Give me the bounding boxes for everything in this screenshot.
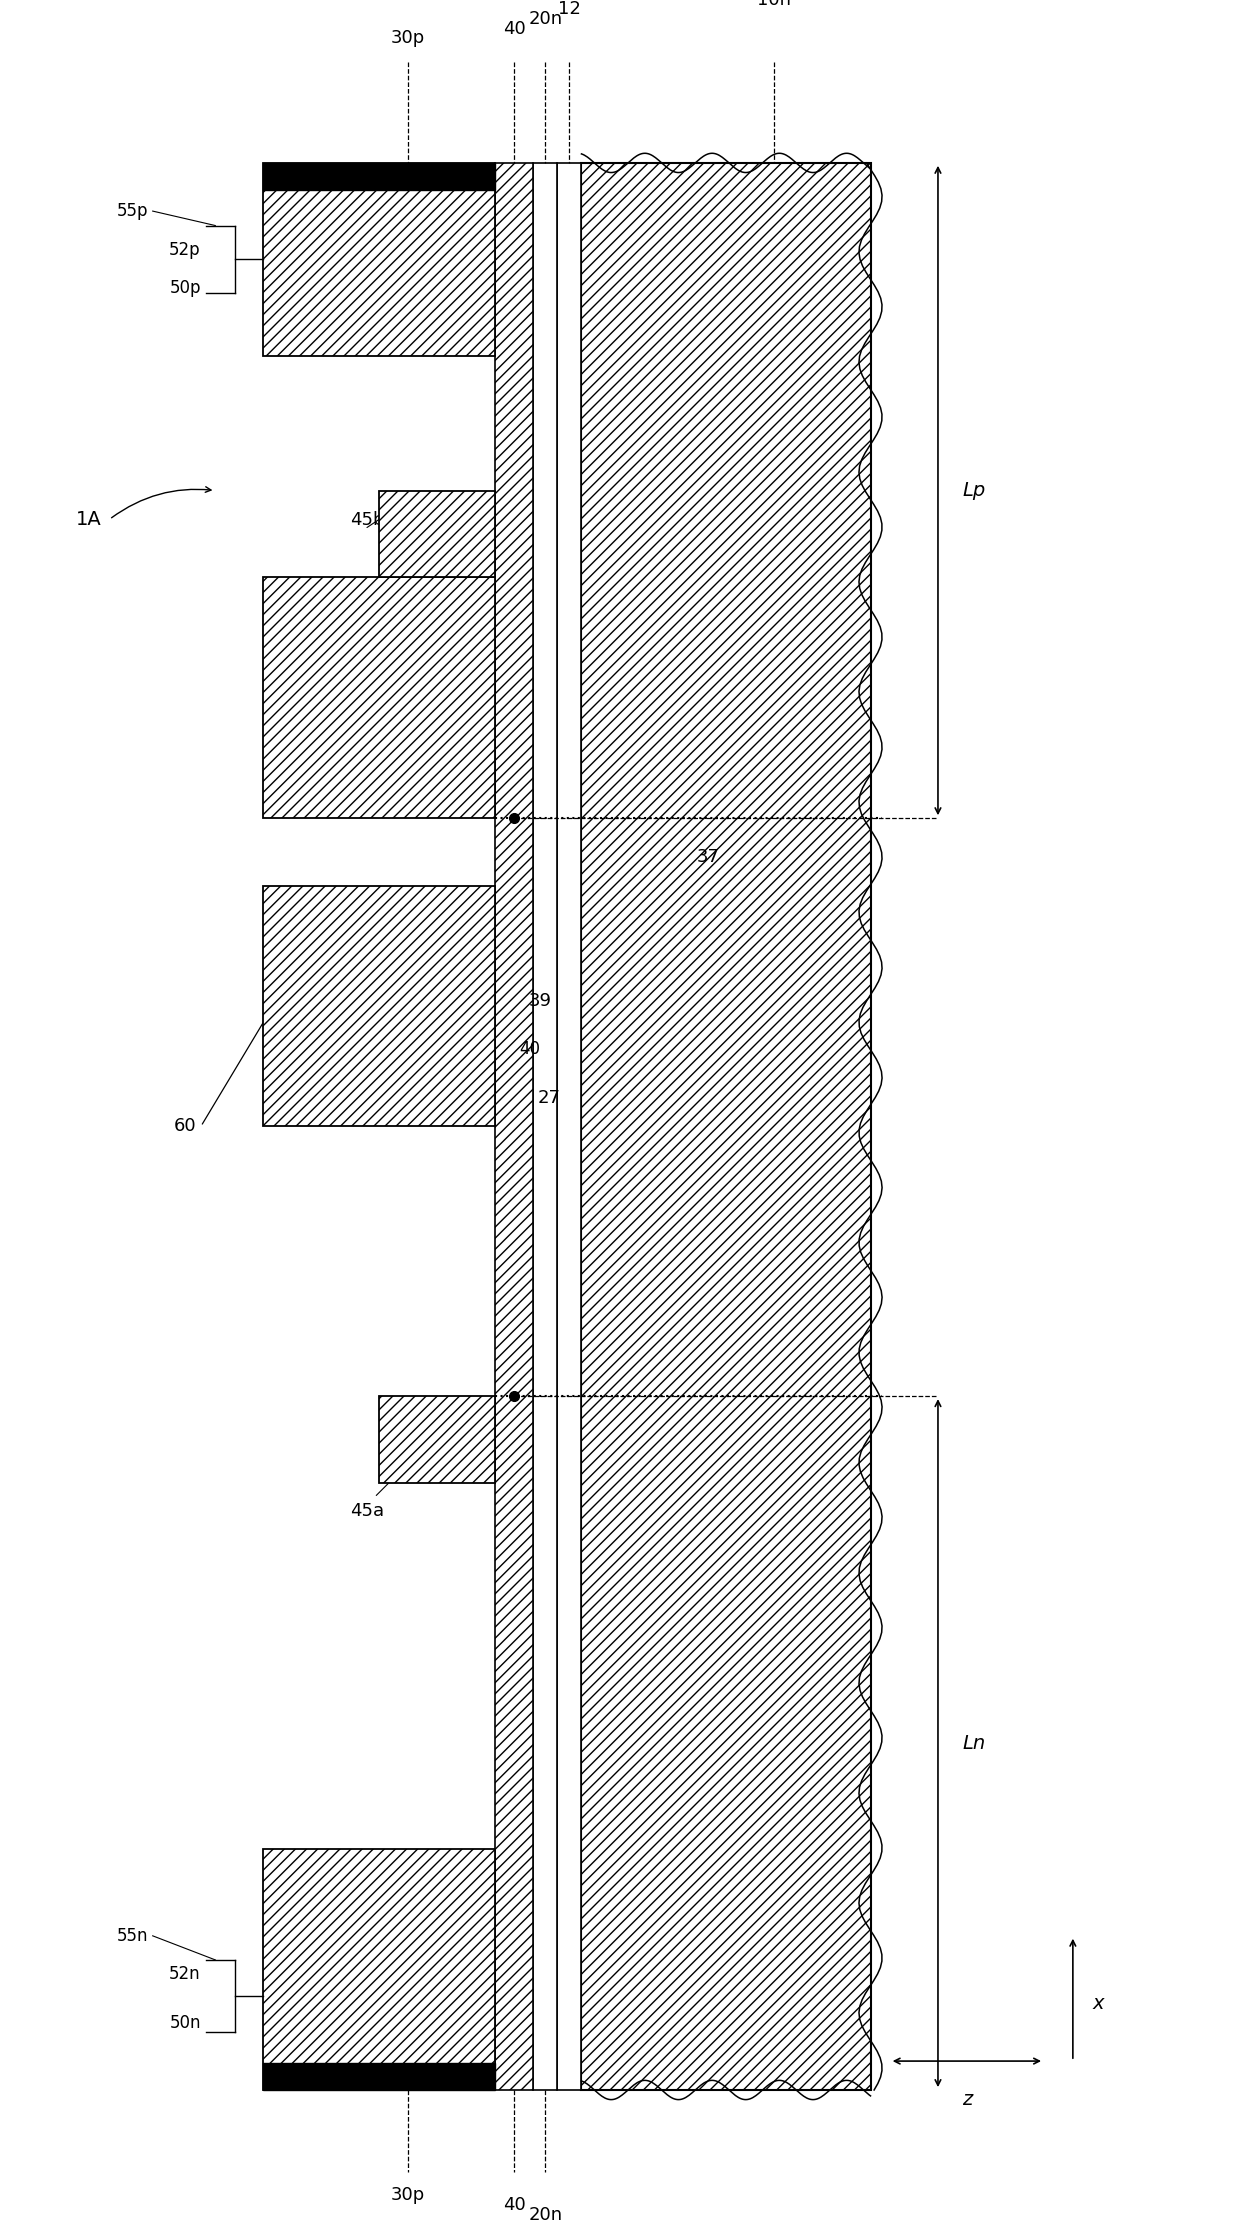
Bar (582, 162, 870, 2089)
Text: 45b: 45b (350, 512, 384, 530)
Text: x: x (1092, 1994, 1104, 2014)
Text: 55p: 55p (117, 202, 148, 220)
Text: 30p: 30p (391, 29, 425, 47)
Text: 50p: 50p (170, 278, 201, 298)
Text: z: z (962, 2089, 972, 2109)
Bar (379, 1397, 495, 1482)
Bar (263, 2063, 495, 2089)
Bar (263, 576, 495, 819)
Bar (263, 886, 495, 1126)
Text: 20n: 20n (528, 11, 563, 29)
Text: 40: 40 (502, 20, 526, 38)
Text: 27: 27 (537, 1088, 560, 1106)
Text: 60: 60 (174, 1117, 196, 1135)
Bar (533, 162, 557, 2089)
Text: 20n: 20n (528, 2205, 563, 2223)
Bar (263, 162, 495, 356)
Bar (557, 162, 582, 2089)
Bar (495, 162, 533, 2089)
Text: 40: 40 (502, 2196, 526, 2214)
Bar (263, 162, 495, 189)
Text: 30p: 30p (391, 2187, 425, 2205)
Text: 12: 12 (558, 0, 580, 18)
Text: 52p: 52p (169, 240, 201, 258)
Text: 50n: 50n (170, 2014, 201, 2031)
Text: Ln: Ln (962, 1733, 986, 1753)
Bar (379, 490, 495, 576)
Text: 40: 40 (518, 1041, 539, 1059)
Text: 37: 37 (697, 848, 720, 866)
Bar (263, 1849, 495, 2089)
Text: 1A: 1A (76, 510, 102, 530)
Text: 55n: 55n (117, 1927, 148, 1945)
Text: 45a: 45a (350, 1502, 384, 1520)
Text: 39: 39 (528, 992, 552, 1010)
Text: 52n: 52n (169, 1965, 201, 1982)
Text: Lp: Lp (962, 481, 986, 501)
Text: 10n: 10n (758, 0, 791, 9)
